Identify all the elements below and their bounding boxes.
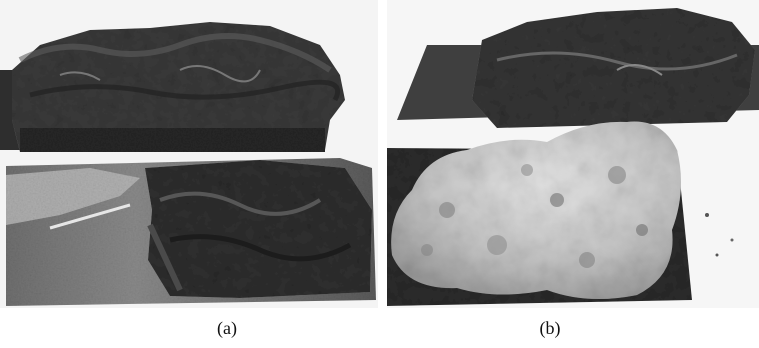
charred-block-a — [12, 22, 345, 152]
caption-b: (b) — [539, 318, 561, 338]
scorched-plate-a — [6, 158, 376, 306]
caption-a: (a) — [217, 318, 237, 338]
charred-block-b — [472, 8, 755, 128]
photo-panel-b — [387, 0, 759, 308]
photo-panel-a — [0, 0, 378, 308]
photo-b-image — [387, 0, 759, 308]
photo-a-image — [0, 0, 378, 308]
foamed-char-b — [391, 121, 681, 299]
